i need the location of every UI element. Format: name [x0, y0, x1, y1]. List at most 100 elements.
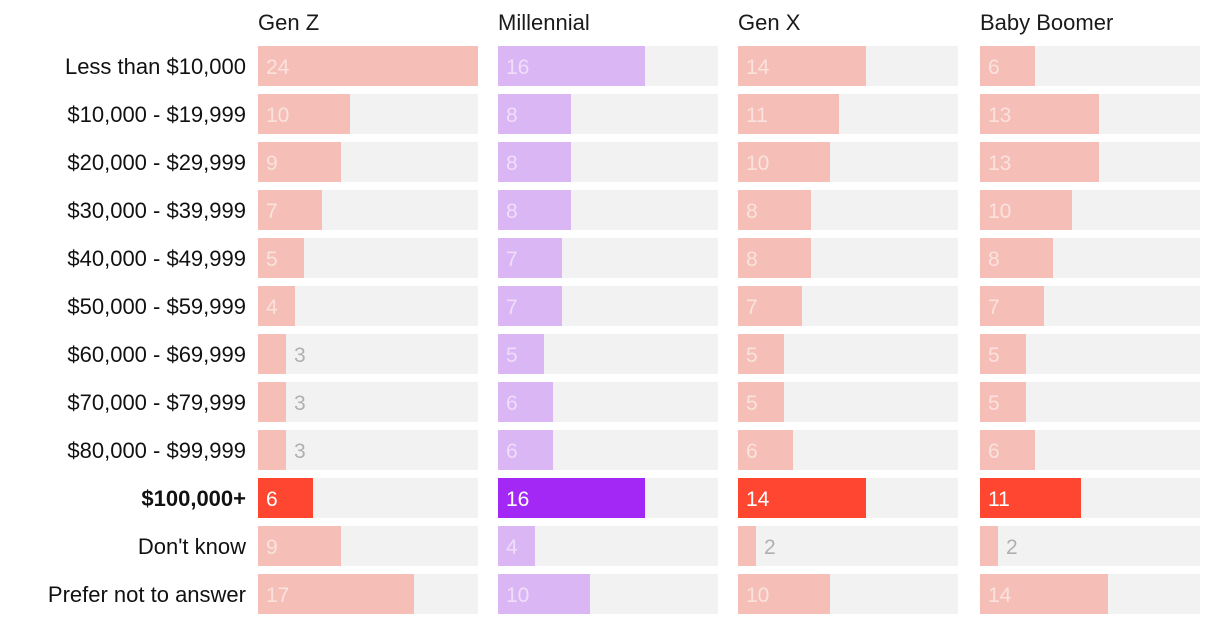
- row-label-less-than-10-000: Less than $10,000: [65, 54, 246, 79]
- value-label-gen-z-100-000: 6: [266, 488, 278, 511]
- value-label-millennial-40-000-49-999: 7: [506, 248, 518, 271]
- row-label-50-000-59-999: $50,000 - $59,999: [67, 294, 246, 319]
- row-label-60-000-69-999: $60,000 - $69,999: [67, 342, 246, 367]
- bar-gen-z-10-000-19-999: [258, 94, 350, 134]
- bar-baby-boomer-100-000: [980, 478, 1081, 518]
- bar-millennial-40-000-49-999: [498, 238, 562, 278]
- bar-millennial-100-000: [498, 478, 645, 518]
- value-label-gen-x-70-000-79-999: 5: [746, 392, 758, 415]
- bar-baby-boomer-40-000-49-999: [980, 238, 1053, 278]
- bar-millennial-30-000-39-999: [498, 190, 571, 230]
- value-label-millennial-60-000-69-999: 5: [506, 344, 518, 367]
- bar-track-gen-z-80-000-99-999: [258, 430, 478, 470]
- value-label-millennial-100-000: 16: [506, 488, 529, 511]
- bar-gen-x-don-t-know: [738, 526, 756, 566]
- value-label-baby-boomer-don-t-know: 2: [1006, 536, 1018, 559]
- value-label-baby-boomer-30-000-39-999: 10: [988, 200, 1011, 223]
- bar-gen-x-40-000-49-999: [738, 238, 811, 278]
- bar-millennial-70-000-79-999: [498, 382, 553, 422]
- value-label-baby-boomer-100-000: 11: [988, 488, 1010, 511]
- bar-baby-boomer-50-000-59-999: [980, 286, 1044, 326]
- row-label-80-000-99-999: $80,000 - $99,999: [67, 438, 246, 463]
- bar-gen-x-60-000-69-999: [738, 334, 784, 374]
- bar-track-gen-z-60-000-69-999: [258, 334, 478, 374]
- value-label-gen-z-40-000-49-999: 5: [266, 248, 278, 271]
- row-label-100-000: $100,000+: [141, 486, 246, 511]
- bar-track-baby-boomer-don-t-know: [980, 526, 1200, 566]
- row-label-40-000-49-999: $40,000 - $49,999: [67, 246, 246, 271]
- panel-gen-z: Gen Z 24 10 9 7 5 4 3 3 3 6 9 17: [258, 10, 478, 614]
- value-label-gen-z-20-000-29-999: 9: [266, 152, 278, 175]
- value-label-millennial-50-000-59-999: 7: [506, 296, 518, 319]
- bar-gen-z-60-000-69-999: [258, 334, 286, 374]
- value-label-baby-boomer-70-000-79-999: 5: [988, 392, 1000, 415]
- value-label-gen-x-50-000-59-999: 7: [746, 296, 758, 319]
- panel-baby-boomer: Baby Boomer 6 13 13 10 8 7 5 5 6 11 2 14: [980, 10, 1200, 614]
- bar-millennial-less-than-10-000: [498, 46, 645, 86]
- bar-millennial-10-000-19-999: [498, 94, 571, 134]
- value-label-gen-x-don-t-know: 2: [764, 536, 776, 559]
- value-label-millennial-less-than-10-000: 16: [506, 56, 529, 79]
- panel-title-gen-x: Gen X: [738, 10, 801, 35]
- bar-baby-boomer-less-than-10-000: [980, 46, 1035, 86]
- row-label-20-000-29-999: $20,000 - $29,999: [67, 150, 246, 175]
- row-label-prefer-not-to-answer: Prefer not to answer: [48, 582, 246, 607]
- value-label-gen-x-100-000: 14: [746, 488, 770, 511]
- bar-millennial-don-t-know: [498, 526, 535, 566]
- bar-gen-z-don-t-know: [258, 526, 341, 566]
- value-label-gen-z-30-000-39-999: 7: [266, 200, 278, 223]
- value-label-millennial-10-000-19-999: 8: [506, 104, 518, 127]
- panel-title-gen-z: Gen Z: [258, 10, 319, 35]
- value-label-baby-boomer-10-000-19-999: 13: [988, 104, 1011, 127]
- value-label-gen-x-20-000-29-999: 10: [746, 152, 769, 175]
- panel-title-baby-boomer: Baby Boomer: [980, 10, 1113, 35]
- bar-track-gen-z-70-000-79-999: [258, 382, 478, 422]
- value-label-gen-z-less-than-10-000: 24: [266, 56, 290, 79]
- value-label-gen-x-40-000-49-999: 8: [746, 248, 758, 271]
- bar-gen-z-80-000-99-999: [258, 430, 286, 470]
- bar-millennial-prefer-not-to-answer: [498, 574, 590, 614]
- bar-gen-z-less-than-10-000: [258, 46, 478, 86]
- bar-gen-z-40-000-49-999: [258, 238, 304, 278]
- bar-baby-boomer-30-000-39-999: [980, 190, 1072, 230]
- bar-baby-boomer-prefer-not-to-answer: [980, 574, 1108, 614]
- value-label-gen-z-70-000-79-999: 3: [294, 392, 306, 415]
- value-label-gen-z-10-000-19-999: 10: [266, 104, 289, 127]
- value-label-millennial-don-t-know: 4: [506, 536, 518, 559]
- value-label-gen-x-prefer-not-to-answer: 10: [746, 584, 769, 607]
- row-label-10-000-19-999: $10,000 - $19,999: [67, 102, 246, 127]
- bar-gen-x-70-000-79-999: [738, 382, 784, 422]
- value-label-gen-z-don-t-know: 9: [266, 536, 278, 559]
- value-label-gen-z-60-000-69-999: 3: [294, 344, 306, 367]
- value-label-gen-z-50-000-59-999: 4: [266, 296, 278, 319]
- row-label-don-t-know: Don't know: [138, 534, 246, 559]
- bar-gen-x-50-000-59-999: [738, 286, 802, 326]
- row-label-30-000-39-999: $30,000 - $39,999: [67, 198, 246, 223]
- bar-baby-boomer-10-000-19-999: [980, 94, 1099, 134]
- bar-baby-boomer-70-000-79-999: [980, 382, 1026, 422]
- bar-gen-x-80-000-99-999: [738, 430, 793, 470]
- value-label-gen-x-80-000-99-999: 6: [746, 440, 758, 463]
- bar-baby-boomer-60-000-69-999: [980, 334, 1026, 374]
- bar-gen-x-30-000-39-999: [738, 190, 811, 230]
- panel-title-millennial: Millennial: [498, 10, 590, 35]
- value-label-gen-x-less-than-10-000: 14: [746, 56, 770, 79]
- value-label-baby-boomer-80-000-99-999: 6: [988, 440, 1000, 463]
- value-label-baby-boomer-60-000-69-999: 5: [988, 344, 1000, 367]
- bar-gen-z-70-000-79-999: [258, 382, 286, 422]
- bar-gen-x-less-than-10-000: [738, 46, 866, 86]
- bar-gen-x-20-000-29-999: [738, 142, 830, 182]
- bar-gen-z-20-000-29-999: [258, 142, 341, 182]
- bar-gen-x-prefer-not-to-answer: [738, 574, 830, 614]
- panel-gen-x: Gen X 14 11 10 8 8 7 5 5 6 14 2 10: [738, 10, 958, 614]
- bar-gen-z-prefer-not-to-answer: [258, 574, 414, 614]
- bar-gen-z-30-000-39-999: [258, 190, 322, 230]
- bar-gen-z-100-000: [258, 478, 313, 518]
- value-label-baby-boomer-less-than-10-000: 6: [988, 56, 1000, 79]
- value-label-millennial-30-000-39-999: 8: [506, 200, 518, 223]
- bar-gen-z-50-000-59-999: [258, 286, 295, 326]
- bar-millennial-20-000-29-999: [498, 142, 571, 182]
- bar-millennial-50-000-59-999: [498, 286, 562, 326]
- bar-baby-boomer-don-t-know: [980, 526, 998, 566]
